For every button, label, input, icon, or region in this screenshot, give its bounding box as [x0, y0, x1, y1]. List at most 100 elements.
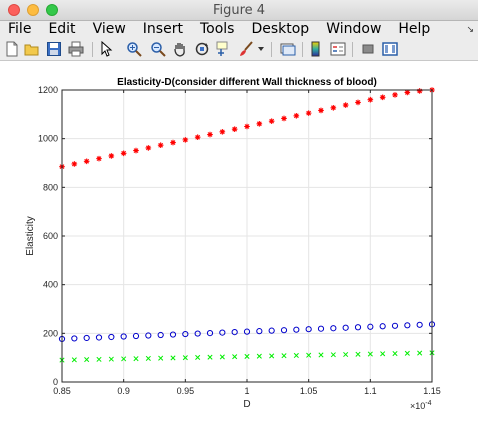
menu-desktop[interactable]: Desktop	[251, 21, 310, 37]
data-point	[317, 325, 325, 332]
figure-toolbar	[0, 38, 478, 61]
menu-window[interactable]: Window	[326, 21, 382, 37]
data-point	[194, 330, 201, 337]
data-point	[404, 89, 411, 96]
menu-tools[interactable]: Tools	[199, 21, 235, 37]
data-point	[330, 352, 336, 358]
data-point	[157, 142, 164, 149]
data-point	[231, 126, 238, 132]
colorbar-icon[interactable]	[308, 41, 324, 57]
pan-icon[interactable]	[172, 41, 188, 57]
data-point	[379, 323, 386, 330]
open-file-icon[interactable]	[24, 41, 40, 57]
legend-icon[interactable]	[330, 41, 346, 57]
x-tick-label: 1.15	[423, 386, 441, 396]
x-axis-label: D	[243, 399, 250, 410]
data-point	[417, 350, 423, 356]
menu-insert[interactable]: Insert	[142, 21, 183, 37]
chart-title: Elasticity-D(consider different Wall thi…	[117, 77, 377, 88]
data-point	[108, 333, 115, 341]
data-point	[367, 323, 374, 330]
data-point	[392, 350, 398, 357]
tick-layer: 0.85 0.9 0.95 1 1.05 1.1 1.15 0 200 400 600 800 1000…	[38, 85, 441, 396]
data-point	[243, 328, 251, 335]
brush-icon[interactable]	[238, 41, 254, 57]
data-point	[145, 355, 151, 361]
data-cursor-icon[interactable]	[216, 41, 232, 57]
x-tick-label: 0.9	[117, 386, 130, 396]
grid-layer	[62, 90, 432, 382]
data-point	[120, 150, 127, 157]
data-point	[108, 153, 115, 159]
data-point	[404, 350, 410, 356]
data-point	[306, 352, 312, 358]
data-point	[207, 354, 213, 360]
data-point	[182, 330, 189, 338]
new-figure-icon[interactable]	[4, 41, 20, 57]
data-point	[305, 110, 312, 116]
data-point	[330, 325, 337, 332]
toolbar-separator	[352, 42, 353, 57]
axes-frame	[61, 89, 433, 383]
minimize-window-button[interactable]	[27, 4, 39, 16]
pointer-icon[interactable]	[98, 41, 114, 57]
y-tick-label: 1000	[38, 134, 58, 144]
data-point	[416, 88, 423, 94]
y-tick-label: 400	[43, 280, 58, 290]
data-point	[133, 356, 139, 362]
data-point	[268, 118, 275, 124]
menu-view[interactable]: View	[92, 21, 126, 37]
zoom-out-icon[interactable]	[150, 41, 166, 57]
data-point	[281, 115, 287, 122]
data-point	[318, 107, 324, 114]
data-point	[293, 112, 300, 119]
plot-svg: Elasticity-D(consider different Wall thi…	[25, 77, 441, 411]
data-point	[280, 327, 288, 334]
figure-canvas: Elasticity-D(consider different Wall thi…	[0, 61, 478, 421]
data-point	[342, 102, 349, 108]
x-axis-exponent-power: -4	[425, 400, 431, 407]
data-point	[343, 351, 349, 358]
y-tick-label: 1200	[38, 85, 58, 95]
data-point	[182, 137, 189, 143]
toolbar-separator	[302, 42, 303, 57]
data-point	[354, 324, 362, 331]
brush-dropdown-icon[interactable]	[256, 41, 266, 57]
data-point	[256, 328, 263, 335]
show-plot-tools-icon[interactable]	[382, 41, 398, 57]
data-point	[83, 158, 90, 165]
series-circle	[58, 321, 436, 343]
print-icon[interactable]	[68, 41, 84, 57]
hide-plot-tools-icon[interactable]	[360, 41, 376, 57]
window-titlebar: Figure 4	[0, 0, 478, 21]
menu-file[interactable]: File	[8, 21, 32, 37]
data-point	[96, 155, 102, 162]
toolbar-separator	[271, 42, 272, 57]
y-tick-label: 200	[43, 328, 58, 338]
menubar-dock-arrow-icon[interactable]: ↘	[466, 24, 474, 34]
data-point	[256, 353, 262, 359]
data-point	[392, 92, 398, 98]
data-point	[330, 104, 337, 111]
maximize-window-button[interactable]	[46, 4, 58, 16]
close-window-button[interactable]	[8, 4, 20, 16]
data-point	[207, 131, 213, 138]
zoom-in-icon[interactable]	[126, 41, 142, 57]
save-icon[interactable]	[46, 41, 62, 57]
rotate-3d-icon[interactable]	[194, 41, 210, 57]
x-tick-label: 1.1	[364, 386, 377, 396]
data-point	[132, 332, 140, 340]
menu-edit[interactable]: Edit	[48, 21, 76, 37]
window-title: Figure 4	[212, 3, 266, 18]
y-tick-label: 800	[43, 182, 58, 192]
data-point	[170, 139, 176, 146]
link-plot-icon[interactable]	[280, 41, 296, 57]
data-point	[145, 332, 152, 339]
data-point	[71, 357, 77, 363]
x-axis-exponent: ×10-4	[410, 400, 432, 411]
data-point	[355, 99, 361, 106]
data-point	[256, 121, 263, 127]
data-point	[231, 329, 238, 336]
menu-help[interactable]: Help	[398, 21, 431, 37]
data-point	[194, 134, 201, 141]
